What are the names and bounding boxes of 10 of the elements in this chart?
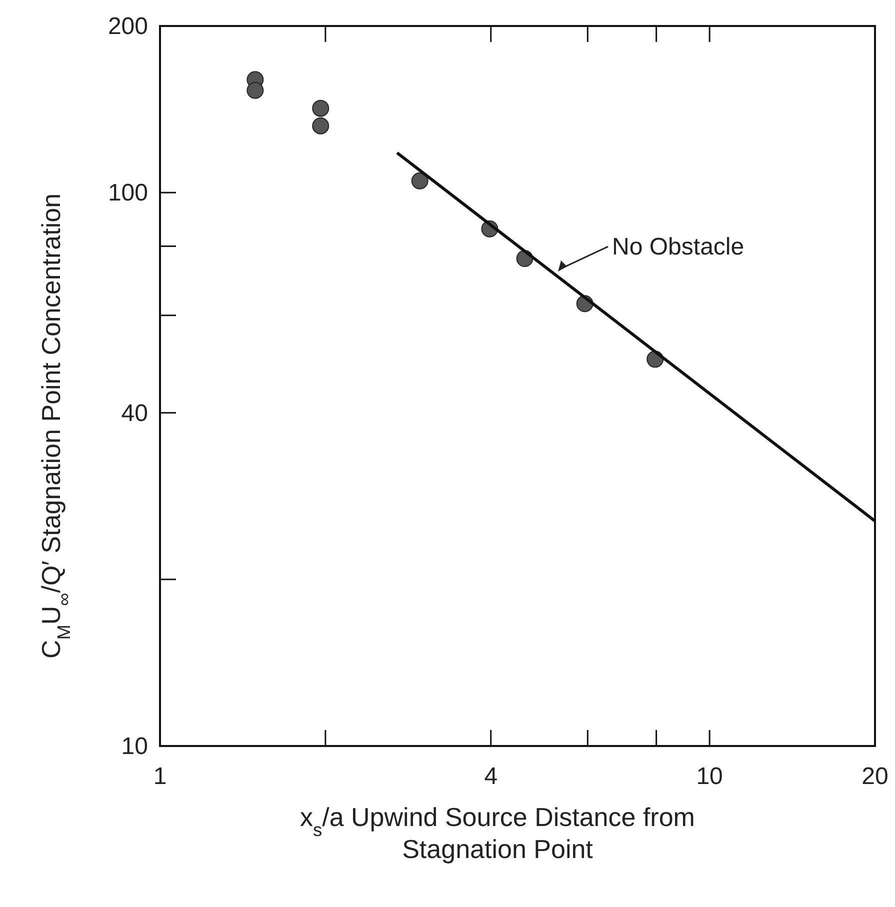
x-axis-title: x$_{s}$/a Upwind Source Distance from Stagnation Point: [300, 802, 695, 864]
x-tick-label: 1: [153, 763, 167, 790]
y-tick-label: 100: [108, 180, 148, 207]
y-tick-label: 40: [121, 400, 148, 427]
x-tick-label: 20: [862, 763, 888, 790]
y-tick-label: 10: [121, 733, 148, 760]
annotation: No Obstacle: [612, 234, 744, 261]
y-tick-label: 200: [108, 13, 148, 40]
x-tick-label: 4: [484, 763, 498, 790]
x-tick-label: 10: [696, 763, 723, 790]
